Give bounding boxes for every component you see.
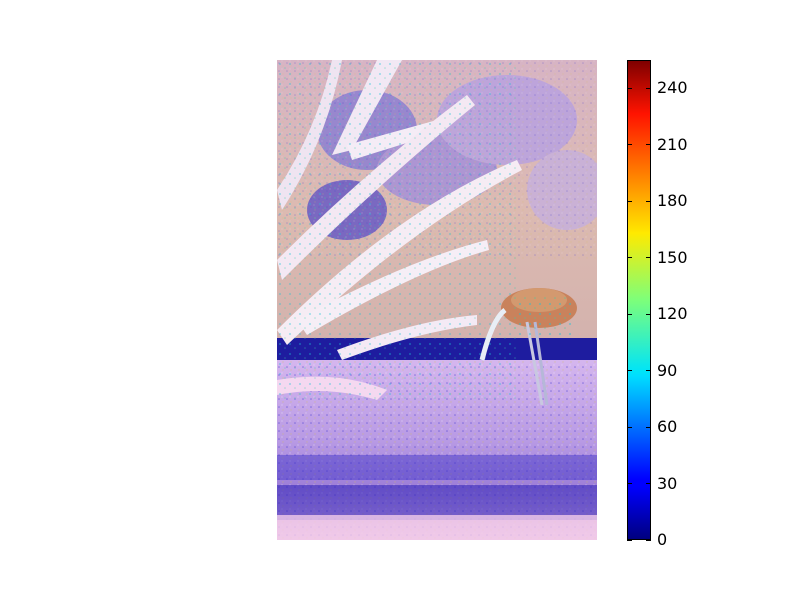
colorbar-tick-left [627, 200, 632, 202]
colorbar-tick-right [646, 144, 651, 146]
heron-bird [479, 288, 577, 406]
colorbar-tick-right [646, 313, 651, 315]
colorbar-tick-left [627, 539, 632, 541]
colorbar-tick-left [627, 313, 632, 315]
colorbar-tick-left [627, 257, 632, 259]
colorbar-tick-label: 210 [657, 134, 688, 154]
colorbar-tick-label: 90 [657, 360, 678, 380]
colorbar-tick-right [646, 200, 651, 202]
colorbar-tick-right [646, 483, 651, 485]
colorbar-tick-left [627, 144, 632, 146]
colorbar-tick-left [627, 87, 632, 89]
colorbar [627, 60, 651, 540]
colorbar-tick-left [627, 426, 632, 428]
colorbar-tick-label: 60 [657, 417, 678, 437]
colorbar-tick-left [627, 370, 632, 372]
colorbar-tick-right [646, 539, 651, 541]
colorbar-tick-right [646, 87, 651, 89]
palm-fronds [277, 60, 522, 400]
colorbar-tick-left [627, 483, 632, 485]
colorbar-tick-right [646, 370, 651, 372]
colorbar-gradient [628, 61, 650, 539]
photo-svg [277, 60, 597, 540]
colorbar-tick-label: 30 [657, 473, 678, 493]
colorbar-tick-right [646, 426, 651, 428]
colorbar-tick-label: 180 [657, 191, 688, 211]
colorbar-tick-label: 240 [657, 78, 688, 98]
colorbar-tick-label: 0 [657, 530, 668, 549]
inverted-photo [277, 60, 597, 540]
colorbar-tick-right [646, 257, 651, 259]
colorbar-tick-label: 120 [657, 304, 688, 324]
colorbar-tick-label: 150 [657, 247, 688, 267]
